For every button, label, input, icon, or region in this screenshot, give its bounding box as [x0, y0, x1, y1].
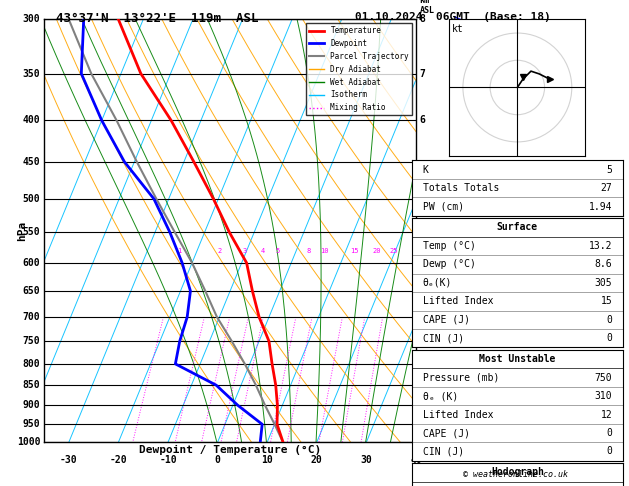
- Text: 25: 25: [390, 248, 398, 254]
- Text: 20: 20: [311, 455, 323, 465]
- Text: © weatheronline.co.uk: © weatheronline.co.uk: [464, 469, 568, 479]
- Text: 43°37'N  13°22'E  119m  ASL: 43°37'N 13°22'E 119m ASL: [56, 12, 259, 25]
- Text: 7: 7: [420, 69, 426, 79]
- Text: 8: 8: [307, 248, 311, 254]
- Text: hPa: hPa: [17, 221, 26, 241]
- Text: 12: 12: [601, 410, 612, 419]
- Text: θₑ (K): θₑ (K): [423, 391, 458, 401]
- Text: 0: 0: [606, 428, 612, 438]
- Text: 550: 550: [23, 227, 40, 237]
- Text: 900: 900: [23, 400, 40, 410]
- Text: 0: 0: [214, 455, 221, 465]
- Text: 40: 40: [410, 455, 422, 465]
- Text: 5: 5: [275, 248, 279, 254]
- Text: 750: 750: [23, 336, 40, 346]
- Text: 10: 10: [261, 455, 273, 465]
- Text: 15: 15: [601, 296, 612, 306]
- Text: θₑ(K): θₑ(K): [423, 278, 452, 288]
- Text: km
ASL: km ASL: [420, 0, 435, 15]
- Text: -10: -10: [159, 455, 177, 465]
- Text: 4: 4: [420, 258, 426, 268]
- Text: 400: 400: [23, 116, 40, 125]
- Text: 700: 700: [23, 312, 40, 322]
- Text: 5: 5: [420, 194, 426, 204]
- Text: 30: 30: [360, 455, 372, 465]
- Text: 500: 500: [23, 194, 40, 204]
- Text: 350: 350: [23, 69, 40, 79]
- Text: 1.94: 1.94: [589, 202, 612, 211]
- Text: 0: 0: [606, 333, 612, 343]
- Text: 2: 2: [217, 248, 221, 254]
- Text: 8.6: 8.6: [594, 260, 612, 269]
- Text: 15: 15: [350, 248, 359, 254]
- Text: 4: 4: [260, 248, 265, 254]
- Text: Most Unstable: Most Unstable: [479, 354, 555, 364]
- Text: Surface: Surface: [497, 223, 538, 232]
- Text: 27: 27: [601, 183, 612, 193]
- Text: 600: 600: [23, 258, 40, 268]
- Text: LCL: LCL: [420, 420, 435, 429]
- Text: 20: 20: [372, 248, 381, 254]
- Text: 1000: 1000: [17, 437, 40, 447]
- Text: 3: 3: [420, 312, 426, 322]
- Text: 8: 8: [420, 15, 426, 24]
- Text: K: K: [423, 165, 428, 174]
- Text: 800: 800: [23, 359, 40, 369]
- Text: 01.10.2024  06GMT  (Base: 18): 01.10.2024 06GMT (Base: 18): [355, 12, 551, 22]
- Text: 750: 750: [594, 373, 612, 382]
- Text: Lifted Index: Lifted Index: [423, 410, 493, 419]
- Text: 950: 950: [23, 419, 40, 429]
- Text: 0: 0: [606, 447, 612, 456]
- Text: Dewp (°C): Dewp (°C): [423, 260, 476, 269]
- Text: CAPE (J): CAPE (J): [423, 315, 469, 325]
- Text: 2: 2: [420, 359, 426, 369]
- Text: 0: 0: [606, 315, 612, 325]
- Text: 10: 10: [321, 248, 329, 254]
- Text: 5: 5: [606, 165, 612, 174]
- Text: 1: 1: [420, 400, 426, 410]
- Text: 850: 850: [23, 380, 40, 390]
- Text: 6: 6: [420, 116, 426, 125]
- Text: 305: 305: [594, 278, 612, 288]
- Text: Lifted Index: Lifted Index: [423, 296, 493, 306]
- Text: Temp (°C): Temp (°C): [423, 241, 476, 251]
- Text: Hodograph: Hodograph: [491, 468, 544, 477]
- Legend: Temperature, Dewpoint, Parcel Trajectory, Dry Adiabat, Wet Adiabat, Isotherm, Mi: Temperature, Dewpoint, Parcel Trajectory…: [306, 23, 412, 115]
- Text: PW (cm): PW (cm): [423, 202, 464, 211]
- Text: CAPE (J): CAPE (J): [423, 428, 469, 438]
- Text: CIN (J): CIN (J): [423, 333, 464, 343]
- Text: 3: 3: [242, 248, 247, 254]
- Text: 650: 650: [23, 286, 40, 296]
- Text: -20: -20: [109, 455, 127, 465]
- Text: 13.2: 13.2: [589, 241, 612, 251]
- Text: 300: 300: [23, 15, 40, 24]
- Text: Totals Totals: Totals Totals: [423, 183, 499, 193]
- X-axis label: Dewpoint / Temperature (°C): Dewpoint / Temperature (°C): [139, 445, 321, 455]
- Text: kt: kt: [452, 23, 464, 34]
- Text: 1: 1: [177, 248, 181, 254]
- Text: Pressure (mb): Pressure (mb): [423, 373, 499, 382]
- Text: CIN (J): CIN (J): [423, 447, 464, 456]
- Text: 310: 310: [594, 391, 612, 401]
- Text: 450: 450: [23, 157, 40, 167]
- Text: Mixing Ratio (g/kg): Mixing Ratio (g/kg): [446, 183, 455, 278]
- Text: -30: -30: [60, 455, 77, 465]
